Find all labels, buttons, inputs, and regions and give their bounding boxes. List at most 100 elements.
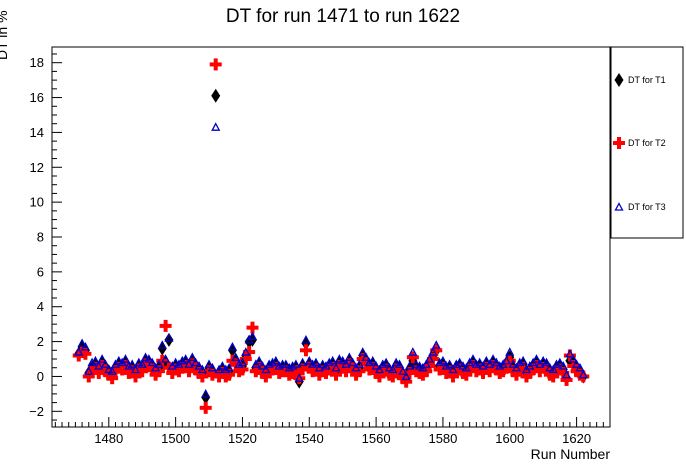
data-point xyxy=(237,357,248,367)
data-point xyxy=(304,355,314,365)
y-tick-label: 12 xyxy=(30,160,44,175)
data-point xyxy=(196,370,209,383)
data-point xyxy=(384,362,395,372)
data-point xyxy=(291,359,301,368)
data-point xyxy=(555,357,565,367)
y-tick-label: −2 xyxy=(29,404,44,419)
data-point xyxy=(254,355,264,365)
data-point xyxy=(161,354,171,363)
data-point xyxy=(182,365,195,378)
legend: DT for T1 DT for T2 DT for T3 xyxy=(613,73,666,212)
data-point xyxy=(318,359,328,368)
data-point xyxy=(234,359,244,368)
data-point xyxy=(130,364,141,374)
data-point xyxy=(136,365,149,378)
data-point xyxy=(87,357,97,367)
data-point xyxy=(171,357,181,367)
data-point xyxy=(231,352,241,361)
data-point xyxy=(451,359,461,368)
data-point xyxy=(373,370,386,383)
data-point xyxy=(224,362,234,372)
data-point xyxy=(400,375,413,388)
data-point xyxy=(247,331,258,341)
data-point xyxy=(391,357,401,367)
data-point xyxy=(411,359,421,368)
data-point xyxy=(485,359,495,368)
data-point xyxy=(97,354,107,363)
x-tick-label: 1560 xyxy=(362,431,391,446)
legend-label: DT for T1 xyxy=(628,75,666,85)
data-point xyxy=(547,370,560,383)
data-point xyxy=(435,357,445,367)
data-point xyxy=(324,357,334,367)
data-point xyxy=(330,368,343,381)
x-tick-label: 1600 xyxy=(495,431,524,446)
legend-marker xyxy=(614,73,624,87)
data-point xyxy=(199,401,212,414)
data-point xyxy=(394,359,405,368)
data-point xyxy=(109,365,122,378)
data-point xyxy=(267,357,278,367)
data-point xyxy=(227,341,238,351)
data-point xyxy=(246,321,259,334)
data-point xyxy=(458,361,468,370)
x-tick-label: 1500 xyxy=(161,431,190,446)
data-point xyxy=(239,353,252,366)
legend-label: DT for T3 xyxy=(628,202,666,212)
data-point xyxy=(348,357,358,367)
x-tick-label: 1620 xyxy=(562,431,591,446)
data-point xyxy=(120,354,131,363)
data-point xyxy=(298,357,308,367)
chart-title: DT for run 1471 to run 1622 xyxy=(225,6,461,27)
data-point xyxy=(575,362,585,372)
data-point xyxy=(241,347,251,356)
data-point xyxy=(249,365,262,378)
data-point xyxy=(264,359,274,368)
data-point xyxy=(211,122,221,131)
data-point xyxy=(144,354,154,363)
data-point xyxy=(177,355,187,365)
data-point xyxy=(74,347,84,356)
data-point xyxy=(313,368,326,381)
data-point xyxy=(154,359,164,368)
data-point xyxy=(149,368,162,381)
data-point xyxy=(430,344,443,357)
data-marks xyxy=(72,58,590,414)
data-point xyxy=(541,357,552,367)
data-point xyxy=(223,368,236,381)
data-point xyxy=(368,355,378,365)
data-point xyxy=(551,359,562,368)
data-point xyxy=(137,359,147,368)
data-point xyxy=(287,361,298,370)
data-point xyxy=(116,363,129,376)
data-point xyxy=(326,361,339,374)
data-point xyxy=(438,355,448,365)
data-point xyxy=(104,364,114,374)
data-point xyxy=(445,359,455,368)
data-point xyxy=(106,372,119,385)
data-point xyxy=(533,365,546,378)
data-point xyxy=(209,58,222,71)
data-point xyxy=(319,366,332,379)
data-point xyxy=(164,332,174,347)
data-point xyxy=(271,355,281,365)
data-point xyxy=(221,364,231,374)
data-point xyxy=(166,366,179,379)
legend-label: DT for T2 xyxy=(628,138,666,148)
data-point xyxy=(404,361,415,370)
data-point xyxy=(563,349,576,362)
data-point xyxy=(194,361,204,370)
x-axis-label: Run Number xyxy=(530,446,610,462)
data-point xyxy=(488,354,498,363)
data-point xyxy=(511,362,522,372)
data-point xyxy=(408,347,418,356)
data-point xyxy=(364,357,375,367)
data-point xyxy=(481,355,491,365)
data-point xyxy=(424,354,435,363)
data-point xyxy=(517,361,530,374)
data-point xyxy=(448,364,458,374)
data-point xyxy=(398,366,408,375)
data-point xyxy=(518,355,528,365)
data-point xyxy=(157,340,167,349)
